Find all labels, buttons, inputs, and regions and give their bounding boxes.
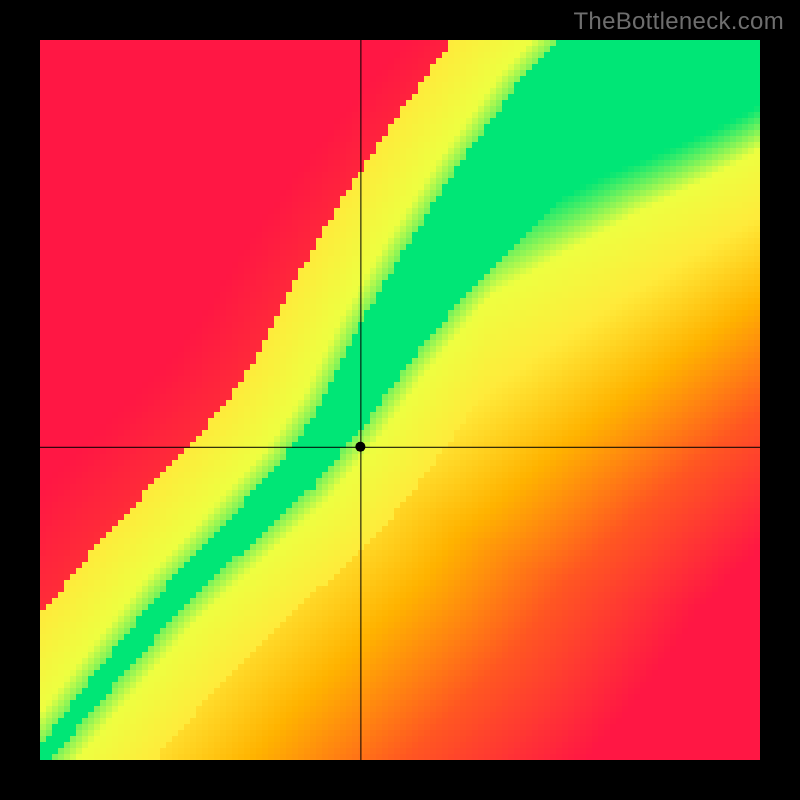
watermark-text: TheBottleneck.com	[573, 8, 784, 36]
bottleneck-heatmap	[0, 0, 800, 800]
